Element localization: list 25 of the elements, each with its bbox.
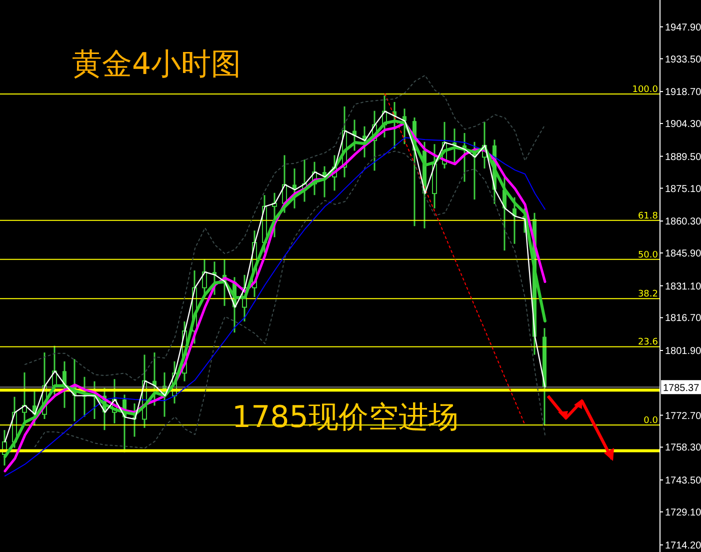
y-tick-label: 1860.30	[665, 216, 701, 228]
y-tick-label: 1845.90	[665, 248, 701, 260]
y-tick-label: 1743.50	[665, 476, 701, 486]
y-tick-label: 1904.30	[665, 119, 701, 130]
annotation: 0.0	[644, 416, 658, 426]
y-tick-label: 1758.30	[665, 442, 701, 454]
y-tick-label: 1714.20	[665, 540, 701, 552]
annotation: 23.6	[638, 338, 658, 348]
y-tick-label: 1933.50	[665, 54, 701, 66]
y-tick-label: 1801.90	[665, 346, 701, 358]
annotation: 100.0	[632, 84, 658, 95]
y-tick-label: 1816.70	[665, 313, 701, 324]
annotation: 61.8	[638, 211, 658, 222]
y-tick-label: 1918.70	[665, 87, 701, 98]
y-tick-label: 1947.90	[665, 22, 701, 34]
y-tick-label: 1889.50	[665, 152, 701, 163]
ref-line-label: 1785.37	[663, 383, 700, 394]
y-tick-label: 1875.10	[665, 184, 701, 195]
annotation: 50.0	[638, 250, 658, 260]
y-tick-label: 1772.70	[665, 410, 701, 422]
y-tick-label: 1729.10	[665, 507, 701, 518]
line-series	[34, 150, 546, 449]
y-tick-label: 1831.10	[665, 281, 701, 292]
annotation: 38.2	[638, 290, 658, 300]
text: 黄金4小时图	[72, 46, 242, 84]
